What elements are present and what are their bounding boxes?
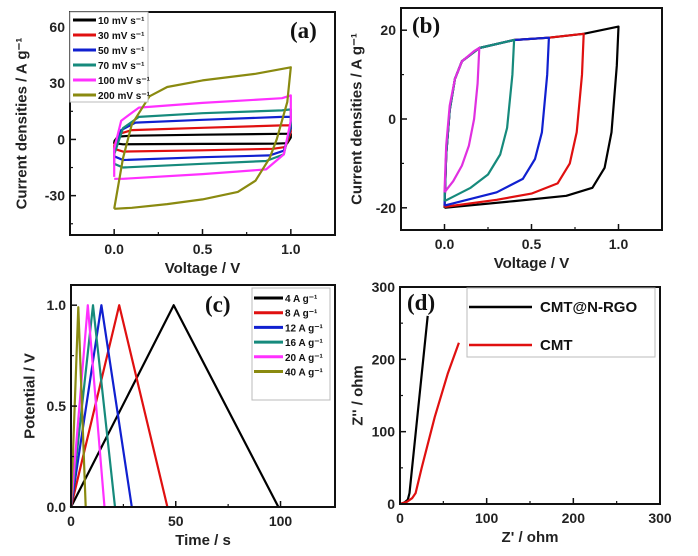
legend-label: 12 A g⁻¹ — [285, 323, 324, 334]
legend-label: 50 mV s⁻¹ — [98, 46, 145, 57]
x-tick-label: 0.0 — [104, 241, 124, 257]
y-tick-label: 100 — [372, 424, 396, 440]
x-tick-label: 1.0 — [609, 236, 629, 252]
plot-frame — [400, 7, 663, 231]
series-line-5 — [113, 66, 292, 210]
y-tick-label: 60 — [49, 19, 65, 35]
x-tick-label: 100 — [475, 510, 499, 526]
x-tick-label: 300 — [648, 510, 672, 526]
series-line-1 — [113, 124, 292, 153]
x-axis-title: Voltage / V — [494, 255, 570, 272]
panel-a: 0.0 0.5 1.0 -30 0 30 60 Voltage / V Current dens… — [14, 11, 336, 277]
plot-frame — [70, 284, 336, 508]
legend-label: 40 A g⁻¹ — [285, 368, 324, 379]
legend-label: 4 A g⁻¹ — [285, 294, 318, 305]
y-tick-label: -20 — [376, 200, 396, 216]
series-line-3 — [69, 304, 117, 508]
series-line-0 — [113, 132, 292, 146]
y-tick-label: 0 — [387, 496, 395, 512]
legend-label: 20 A g⁻¹ — [285, 353, 324, 364]
panel-label: (b) — [412, 13, 440, 38]
x-axis-title: Z' / ohm — [502, 529, 559, 546]
legend: 10 mV s⁻¹ 30 mV s⁻¹ 50 mV s⁻¹ 70 mV s⁻¹ 100 … — [69, 11, 151, 103]
x-tick-label: 0 — [67, 513, 75, 529]
y-tick-label: 20 — [380, 22, 396, 38]
legend-label: 10 mV s⁻¹ — [98, 16, 145, 27]
legend: 4 A g⁻¹ 8 A g⁻¹ 12 A g⁻¹ 16 A g⁻¹ 20 A g⁻¹ 40… — [251, 287, 331, 401]
y-tick-label: 0 — [57, 131, 65, 147]
y-tick-label: 300 — [372, 279, 396, 295]
x-tick-label: 200 — [562, 510, 586, 526]
y-axis-title: Z'' / ohm — [350, 365, 367, 425]
series-line-4 — [113, 94, 292, 180]
y-tick-label: 0 — [388, 111, 396, 127]
series-line-1 — [69, 304, 169, 508]
panel-d: 0 100 200 300 0 100 200 300 Z' / ohm Z'' / ohm (d)… — [350, 279, 672, 546]
panel-label: (a) — [290, 18, 317, 43]
panel-b: 0.0 0.5 1.0 -20 0 20 Voltage / V Current densit… — [349, 7, 663, 272]
legend-label: CMT — [540, 337, 573, 354]
legend-label: 16 A g⁻¹ — [285, 338, 324, 349]
y-tick-label: 0.0 — [47, 499, 67, 515]
y-tick-label: 1.0 — [47, 297, 67, 313]
series-line-2 — [113, 115, 292, 162]
legend-label: 30 mV s⁻¹ — [98, 31, 145, 42]
legend-label: 100 mV s⁻¹ — [98, 76, 151, 87]
legend-label: 200 mV s⁻¹ — [98, 91, 151, 102]
y-tick-label: -30 — [45, 188, 65, 204]
y-tick-label: 200 — [372, 351, 396, 367]
y-axis-title: Potential / V — [22, 353, 39, 439]
legend-box — [69, 11, 149, 103]
panel-label: (c) — [205, 292, 231, 317]
legend-label: 8 A g⁻¹ — [285, 309, 318, 320]
x-axis-title: Voltage / V — [165, 260, 241, 277]
legend-label: CMT@N-RGO — [540, 299, 637, 316]
series-line-1 — [399, 342, 460, 506]
y-tick-label: 0.5 — [47, 398, 67, 414]
y-axis-title: Current densities / A g⁻¹ — [14, 38, 31, 210]
legend: CMT@N-RGO CMT — [466, 287, 656, 358]
x-tick-label: 100 — [269, 513, 293, 529]
y-axis-title: Current densities / A g⁻¹ — [349, 33, 366, 205]
x-tick-label: 0.5 — [522, 236, 542, 252]
legend-box — [251, 287, 331, 401]
x-tick-label: 50 — [168, 513, 184, 529]
x-tick-label: 0 — [396, 510, 404, 526]
series-line-4 — [443, 46, 481, 193]
x-tick-label: 1.0 — [281, 241, 301, 257]
x-tick-label: 0.0 — [435, 236, 455, 252]
series-line-0 — [399, 315, 429, 506]
x-axis-title: Time / s — [175, 532, 231, 549]
legend-label: 70 mV s⁻¹ — [98, 61, 145, 72]
series-line-5 — [69, 306, 87, 508]
series-line-4 — [69, 304, 106, 508]
series-line-2 — [69, 304, 133, 508]
series-line-0 — [70, 304, 280, 508]
x-tick-label: 0.5 — [193, 241, 213, 257]
y-tick-label: 30 — [49, 75, 65, 91]
panel-c: 0 50 100 0.0 0.5 1.0 Time / s Potential / V (c) 4… — [22, 284, 336, 549]
panel-label: (d) — [407, 290, 435, 315]
